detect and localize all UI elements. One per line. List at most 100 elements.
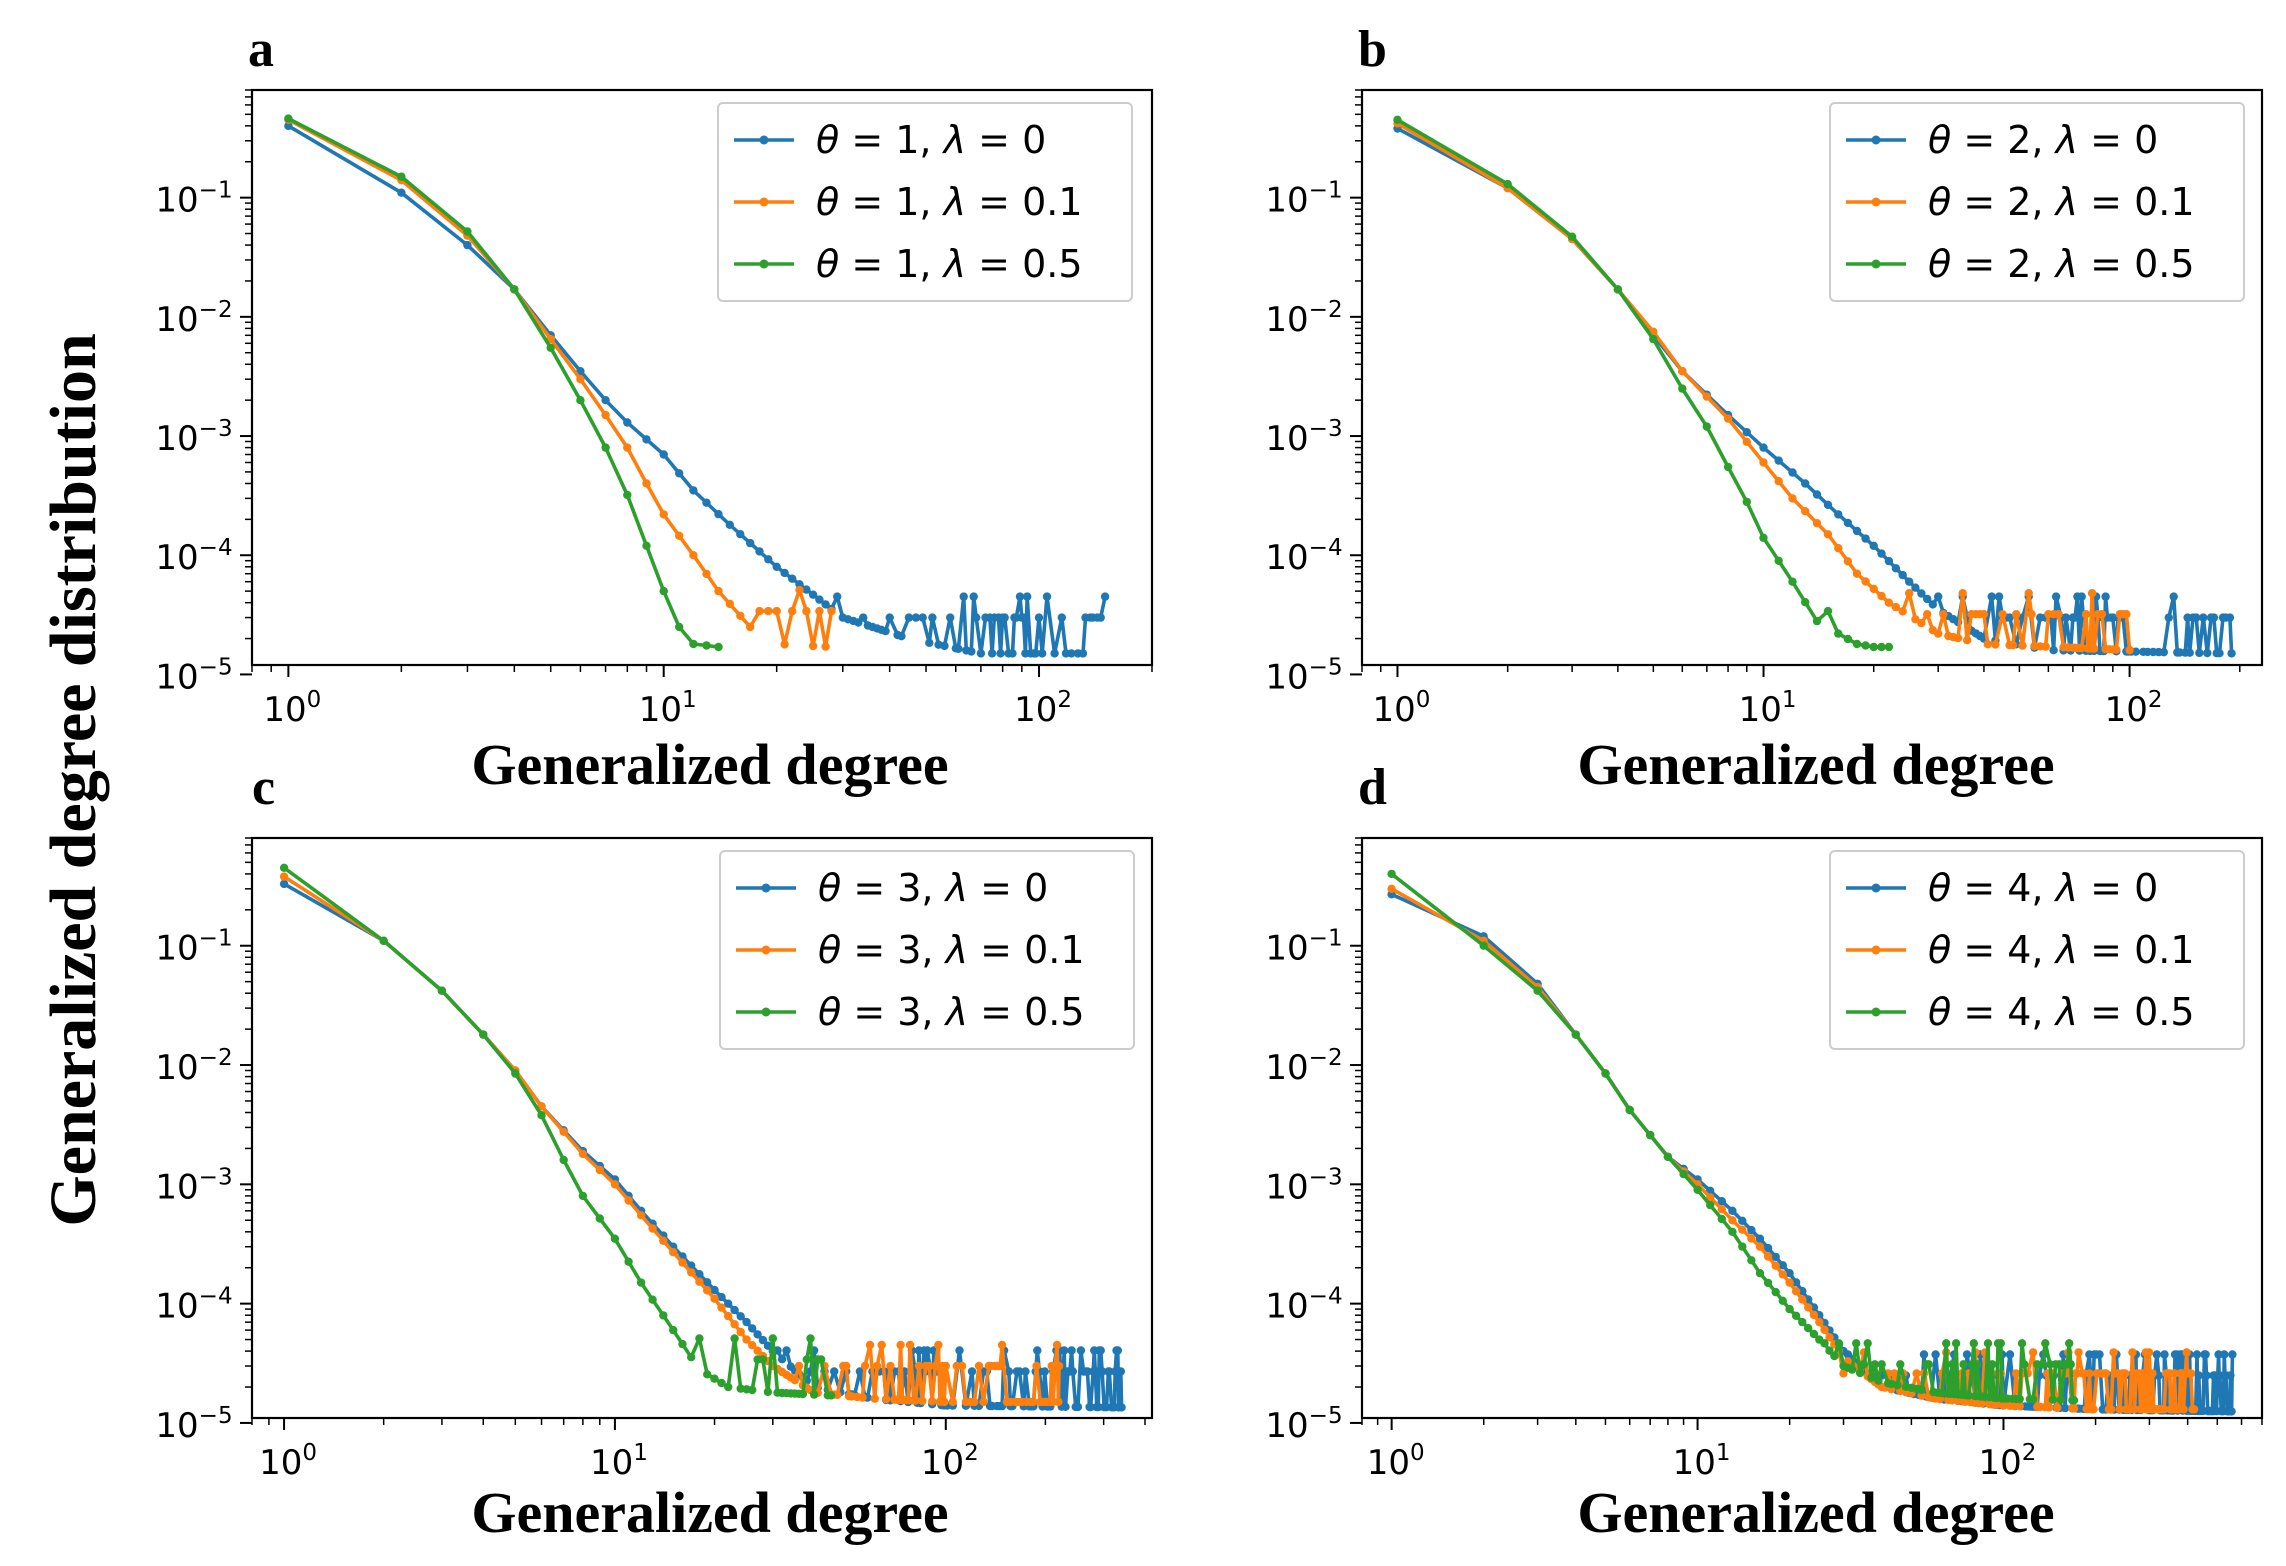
data-point [642,541,651,550]
data-point [1029,1397,1038,1407]
data-point [1987,592,1996,601]
data-point [1068,1367,1078,1376]
y-tick-label: 10−3 [155,416,232,459]
legend-label: θ = 1, λ = 0 [816,118,1046,162]
data-point [702,498,711,507]
y-tick-label: 10−5 [155,654,232,697]
data-point [717,1378,726,1388]
data-point [736,1312,745,1321]
data-point [802,606,811,616]
data-point [923,1346,932,1355]
y-tick-label: 10−2 [1265,297,1342,340]
data-point [1785,1278,1794,1287]
data-point [2097,610,2107,619]
data-point [2011,1369,2021,1378]
plot-frame [250,88,1154,667]
legend-swatch-marker [1871,135,1881,145]
data-point [675,622,684,632]
data-point [1911,615,1920,624]
data-point [1706,1193,1715,1202]
legend-label: θ = 1, λ = 0.1 [816,180,1083,224]
panel-c: c 100 101 102 10−5 10−4 10−3 10−2 10−1 θ = 3, λ … [155,759,1154,1545]
data-point [1991,640,2000,649]
data-point [1763,1243,1773,1253]
data-point [2015,1402,2024,1411]
data-point [777,1355,787,1364]
data-point [827,606,836,616]
data-point [576,396,585,405]
data-point [648,1295,657,1304]
data-point [510,285,519,294]
data-point [1755,1269,1765,1278]
data-point [511,1069,520,1078]
data-point [1884,642,1894,652]
data-point [1728,1227,1737,1237]
data-point [1706,1200,1715,1210]
data-point [2060,1403,2070,1413]
data-point [1004,1367,1013,1376]
data-point [764,606,773,616]
data-point [1809,1310,1819,1320]
data-point [736,530,745,539]
y-tick-label: 10−3 [155,1164,232,1207]
panel-d: d 100 101 102 10−5 10−4 10−3 10−2 10−1 θ = 4, λ … [1265,759,2264,1545]
data-point [1678,384,1687,393]
data-point [279,872,289,881]
data-point [815,595,824,604]
data-point [877,1340,886,1350]
data-point [881,1395,891,1404]
data-point [790,1376,800,1385]
data-point [595,1165,604,1175]
legend-box [719,850,1135,1050]
data-point [1877,1360,1886,1369]
x-tick-label: 100 [259,1440,317,1483]
data-point [1867,1373,1876,1382]
data-point [702,641,711,650]
data-point [2095,1350,2104,1359]
data-point [746,622,755,632]
data-point [1820,1339,1829,1348]
data-point [1083,1367,1092,1376]
data-point [2087,589,2097,598]
data-point [284,114,293,123]
data-point [1096,1346,1105,1355]
data-point [1877,642,1886,652]
data-point [1948,1360,1957,1369]
legend-label: θ = 4, λ = 0 [1928,866,2158,910]
data-point [1702,392,1712,401]
data-point [1825,1333,1834,1342]
data-point [675,469,684,478]
data-point [1771,1287,1780,1297]
data-point [1823,530,1833,539]
series-group [279,863,1126,1412]
data-point [1387,869,1396,879]
data-point [2074,1348,2083,1357]
data-point [578,1149,588,1159]
data-point [2018,641,2027,650]
data-point [642,435,651,444]
data-point [1100,592,1110,601]
data-point [886,1361,895,1371]
data-point [2015,1394,2024,1404]
legend-swatch-marker [761,945,771,955]
data-point [1759,443,1768,452]
data-point [748,1341,757,1350]
data-point [1019,613,1028,622]
data-point [623,443,632,452]
data-point [1896,1360,1905,1369]
legend-swatch-marker [1871,259,1881,269]
panel-d-plot: 100 101 102 10−5 10−4 10−3 10−2 10−1 θ = 4, λ = … [1265,836,2264,1483]
data-point [1571,1030,1581,1039]
data-point [1959,1360,1968,1369]
data-point [1951,1339,1961,1348]
data-point [826,1391,836,1400]
data-point [955,1346,964,1355]
data-point [1117,1403,1126,1412]
data-point [2152,1350,2161,1359]
data-point [959,592,968,601]
data-point [742,1335,751,1344]
data-point [1798,1295,1807,1304]
data-point [2195,648,2204,658]
data-point [1702,422,1712,431]
data-point [1905,577,1914,586]
